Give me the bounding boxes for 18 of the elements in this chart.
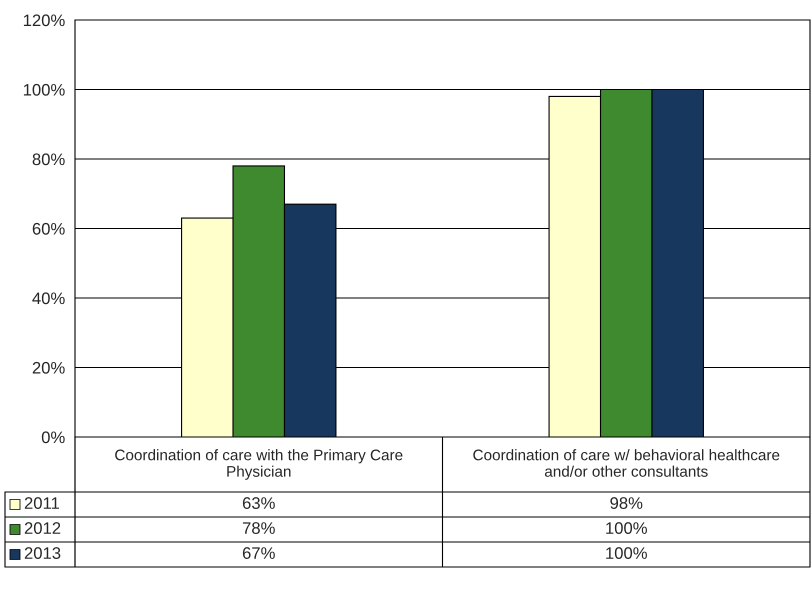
- data-label: 78%: [242, 522, 275, 534]
- legend-label: 2013: [24, 547, 60, 559]
- y-tick-label: 100%: [24, 84, 65, 96]
- y-tick-label: 0%: [42, 431, 65, 444]
- y-tick-label: 20%: [32, 362, 65, 374]
- x-tick-label: Coordination of care w/ behavioral healthcare and/or other consultants: [473, 449, 780, 477]
- data-label: 67%: [242, 547, 275, 559]
- data-label: 63%: [242, 497, 275, 509]
- y-tick-label: 120%: [24, 14, 65, 26]
- y-tick-label: 40%: [32, 292, 65, 304]
- legend-label: 2012: [24, 522, 60, 534]
- legend-label: 2011: [24, 497, 60, 509]
- data-label: 100%: [606, 522, 647, 534]
- y-tick-label: 60%: [32, 222, 65, 235]
- data-label: 100%: [606, 547, 647, 559]
- data-label: 98%: [610, 497, 642, 509]
- x-tick-label: Coordination of care with the Primary Care Physician: [115, 449, 402, 480]
- y-tick-label: 80%: [32, 153, 65, 166]
